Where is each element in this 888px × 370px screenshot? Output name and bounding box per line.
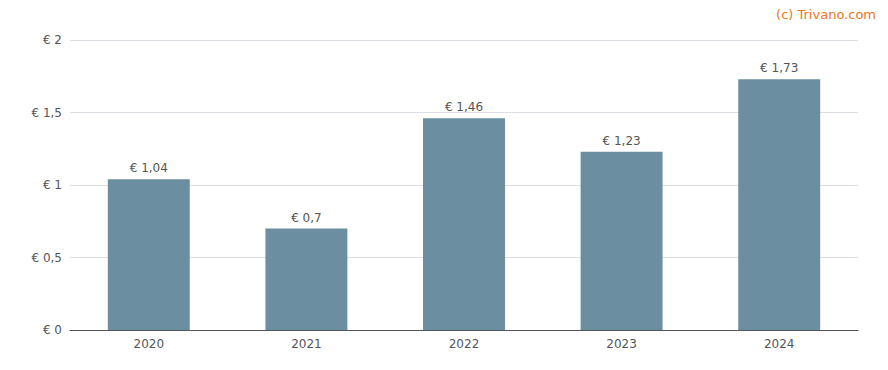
svg-text:(c) Trivano.com: (c) Trivano.com [776,7,876,22]
svg-text:€ 0: € 0 [43,323,62,337]
svg-text:€ 2: € 2 [43,33,62,47]
svg-text:€ 0,7: € 0,7 [291,211,322,225]
svg-text:€ 0,5: € 0,5 [31,251,62,265]
svg-text:€ 1,23: € 1,23 [603,134,641,148]
svg-text:€ 1,73: € 1,73 [760,61,798,75]
svg-text:2023: 2023 [606,337,637,351]
svg-text:€ 1,46: € 1,46 [445,100,483,114]
svg-text:2021: 2021 [291,337,322,351]
svg-text:€ 1,5: € 1,5 [31,106,62,120]
svg-text:€ 1: € 1 [43,178,62,192]
svg-text:2020: 2020 [134,337,165,351]
svg-text:€ 1,04: € 1,04 [130,161,168,175]
svg-text:2022: 2022 [449,337,480,351]
svg-text:2024: 2024 [764,337,795,351]
